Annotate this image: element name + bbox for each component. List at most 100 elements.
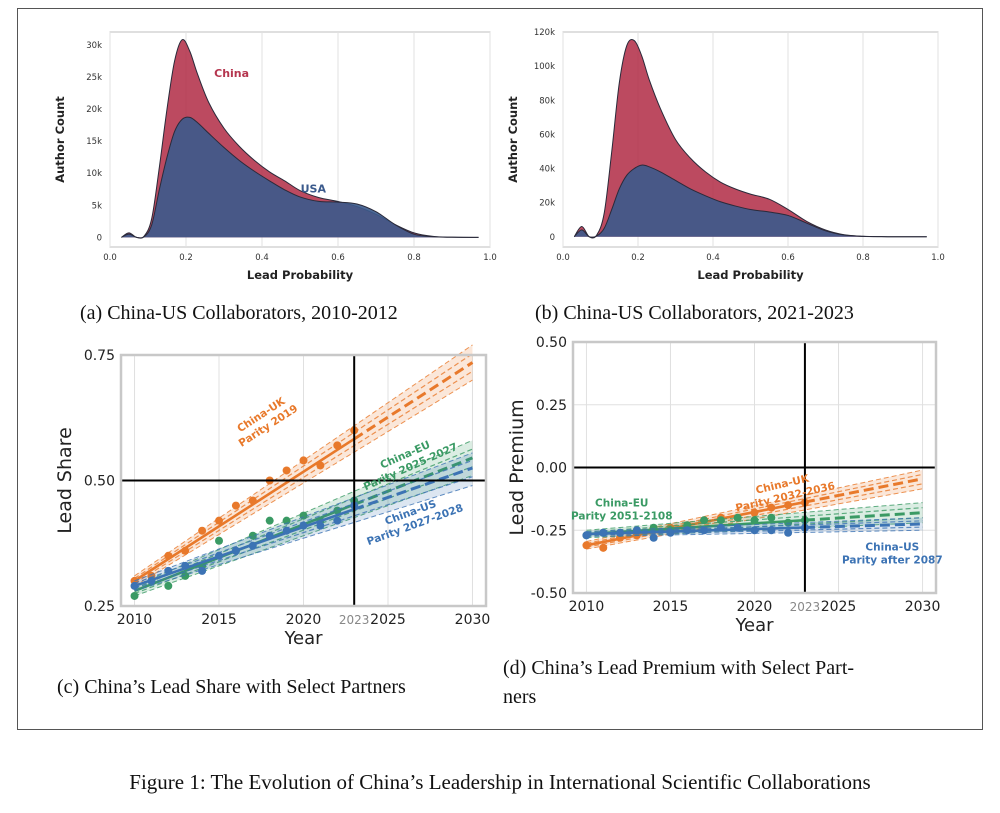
data-point <box>316 461 325 470</box>
bound-line <box>134 485 473 592</box>
bound-line <box>134 439 473 587</box>
data-point <box>231 501 240 510</box>
data-point <box>299 456 308 465</box>
x-tick-label: 0.8 <box>856 253 870 263</box>
y-tick-label: 120k <box>534 28 555 38</box>
x-tick-label: 2015 <box>653 599 689 615</box>
caption-d-line1: (d) China’s Lead Premium with Select Par… <box>503 657 855 679</box>
y-tick-label: 0 <box>97 233 102 243</box>
data-point <box>248 541 257 550</box>
data-point <box>700 516 709 525</box>
data-point <box>215 516 224 525</box>
y-tick-label: -0.50 <box>531 586 567 602</box>
x-tick-label: 2015 <box>201 612 237 628</box>
data-point <box>181 546 190 555</box>
y-axis-label: Author Count <box>53 96 67 183</box>
x-tick-label: 2020 <box>737 599 773 615</box>
bound-line <box>134 476 473 589</box>
density-line-usa <box>573 164 927 238</box>
data-point <box>599 543 608 552</box>
data-point <box>733 513 742 522</box>
data-point <box>632 526 641 535</box>
y-axis-label: Lead Share <box>54 427 76 534</box>
data-point <box>750 508 759 517</box>
density-area-usa <box>574 165 927 238</box>
bound-line <box>134 353 473 579</box>
data-point <box>147 576 156 585</box>
data-point <box>299 521 308 530</box>
bound-line <box>134 379 473 587</box>
data-point <box>181 561 190 570</box>
data-point <box>649 533 658 542</box>
data-point <box>599 528 608 537</box>
y-tick-label: 60k <box>539 130 555 140</box>
x-tick-label: 2030 <box>905 599 941 615</box>
x-tick-label: 2023 <box>339 613 370 627</box>
data-point <box>784 501 793 510</box>
data-point <box>282 526 291 535</box>
data-point <box>181 571 190 580</box>
x-tick-label: 0.6 <box>781 253 795 263</box>
data-point <box>248 531 257 540</box>
y-tick-label: 0.00 <box>536 461 567 477</box>
data-point <box>767 503 776 512</box>
data-point <box>130 591 139 600</box>
x-tick-label: 0.4 <box>255 253 269 263</box>
series-label-usa: USA <box>301 182 327 195</box>
y-axis-label: Author Count <box>506 96 520 183</box>
data-point <box>582 531 591 540</box>
y-tick-label: 0.25 <box>84 599 115 615</box>
y-tick-label: 0.50 <box>84 474 115 490</box>
data-point <box>265 531 274 540</box>
x-tick-label: 1.0 <box>483 253 497 263</box>
x-tick-label: 2025 <box>370 612 406 628</box>
data-point <box>700 526 709 535</box>
y-tick-label: 80k <box>539 96 555 106</box>
y-axis-label: Lead Premium <box>506 399 528 535</box>
y-tick-label: 0.25 <box>536 398 567 414</box>
data-point <box>616 528 625 537</box>
x-tick-label: 0.2 <box>179 253 193 263</box>
data-point <box>316 521 325 530</box>
y-tick-label: 0 <box>550 233 555 243</box>
figure-frame <box>17 8 983 730</box>
x-tick-label: 0.4 <box>706 253 720 263</box>
x-axis-label: Year <box>283 628 323 649</box>
x-tick-label: 0.8 <box>407 253 421 263</box>
x-tick-label: 0.0 <box>103 253 117 263</box>
series-parity-label: Parity after 2087 <box>842 554 943 566</box>
y-tick-label: 40k <box>539 165 555 175</box>
data-point <box>733 523 742 532</box>
y-tick-label: 5k <box>92 201 102 211</box>
x-tick-label: 1.0 <box>931 253 945 263</box>
projection-line <box>353 361 474 441</box>
x-tick-label: 2025 <box>821 599 857 615</box>
data-point <box>164 581 173 590</box>
series-label-china: China <box>214 67 249 80</box>
data-point <box>215 536 224 545</box>
projection-line <box>804 522 923 529</box>
plot-border <box>119 353 488 608</box>
data-point <box>198 566 207 575</box>
caption-c: (c) China’s Lead Share with Select Partn… <box>57 676 406 698</box>
data-point <box>198 526 207 535</box>
data-point <box>716 523 725 532</box>
data-point <box>333 516 342 525</box>
y-tick-label: -0.25 <box>531 523 567 539</box>
data-point <box>333 441 342 450</box>
y-tick-label: 100k <box>534 62 555 72</box>
series-parity-label: Parity 2051-2108 <box>571 510 673 522</box>
x-axis-label: Lead Probability <box>247 268 354 282</box>
x-tick-label: 2010 <box>117 612 153 628</box>
y-tick-label: 20k <box>539 199 555 209</box>
panel-a: 0.0 0.2 0.4 0.6 0.8 1.0 0 5k 10k 15k 20k 25k 30k Chin… <box>53 31 497 282</box>
y-tick-label: 25k <box>86 73 102 83</box>
data-point <box>716 516 725 525</box>
data-point <box>282 466 291 475</box>
x-tick-label: 0.2 <box>631 253 645 263</box>
data-point <box>265 516 274 525</box>
